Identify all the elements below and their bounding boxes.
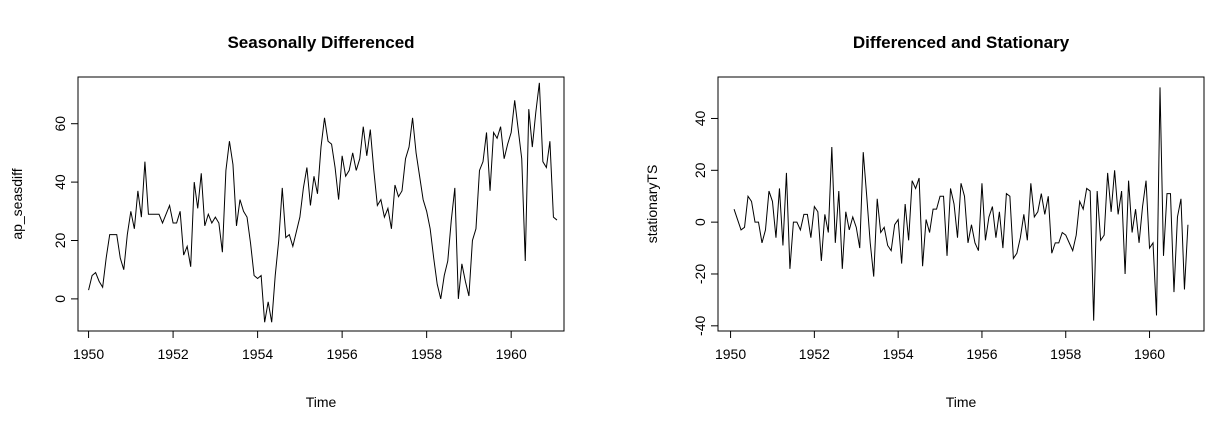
y-tick-label: -20 [692,264,708,284]
plot-box [77,76,565,332]
x-tick-label: 1954 [883,346,914,362]
x-axis-label: Time [946,394,977,410]
chart-title: Differenced and Stationary [853,33,1070,52]
series-line [88,82,558,323]
y-tick-label: -40 [692,315,708,335]
y-axis-label: stationaryTS [644,165,660,244]
y-axis-label: ap_seasdiff [9,168,25,239]
y-axis: 0 20 40 60 [52,116,79,303]
y-tick-label: 40 [52,174,68,190]
x-tick-label: 1958 [411,346,442,362]
y-axis: -40 -20 0 20 40 [692,110,719,336]
x-tick-label: 1956 [327,346,358,362]
y-tick-label: 60 [52,116,68,132]
x-tick-label: 1950 [73,346,104,362]
panel-differenced-and-stationary: Differenced and Stationary -40 -20 0 20 40 1… [644,33,1205,410]
x-axis-label: Time [306,394,337,410]
x-tick-label: 1952 [158,346,189,362]
y-tick-label: 20 [52,232,68,248]
y-tick-label: 0 [52,295,68,303]
x-tick-label: 1950 [715,346,746,362]
x-axis: 1950 1952 1954 1956 1958 1960 [715,330,1165,362]
x-tick-label: 1954 [242,346,273,362]
y-tick-label: 20 [692,162,708,178]
plot-box [717,76,1205,332]
x-tick-label: 1960 [496,346,527,362]
chart-title: Seasonally Differenced [227,33,414,52]
series-line [733,87,1189,321]
x-axis: 1950 1952 1954 1956 1958 1960 [73,330,527,362]
x-tick-label: 1952 [799,346,830,362]
y-tick-label: 40 [692,110,708,126]
x-tick-label: 1956 [966,346,997,362]
y-tick-label: 0 [692,218,708,226]
x-tick-label: 1958 [1050,346,1081,362]
x-tick-label: 1960 [1134,346,1165,362]
